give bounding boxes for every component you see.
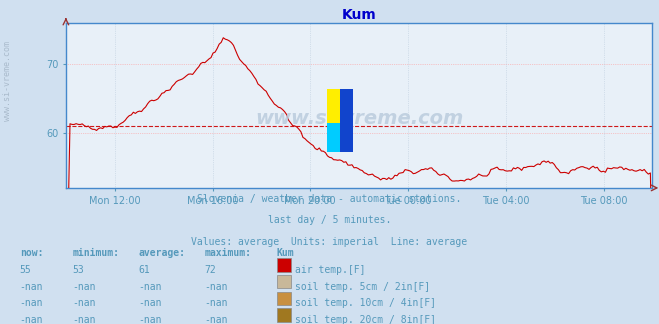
Text: air temp.[F]: air temp.[F] bbox=[295, 265, 365, 275]
Text: Slovenia / weather data - automatic stations.: Slovenia / weather data - automatic stat… bbox=[197, 194, 462, 204]
Text: soil temp. 20cm / 8in[F]: soil temp. 20cm / 8in[F] bbox=[295, 315, 436, 324]
Text: -nan: -nan bbox=[138, 282, 162, 292]
Text: now:: now: bbox=[20, 248, 43, 258]
Text: -nan: -nan bbox=[20, 315, 43, 324]
Text: -nan: -nan bbox=[138, 298, 162, 308]
Text: maximum:: maximum: bbox=[204, 248, 251, 258]
Text: -nan: -nan bbox=[138, 315, 162, 324]
Text: -nan: -nan bbox=[204, 282, 228, 292]
Text: -nan: -nan bbox=[20, 298, 43, 308]
Text: minimum:: minimum: bbox=[72, 248, 119, 258]
Bar bbox=[327, 123, 340, 152]
Text: 55: 55 bbox=[20, 265, 32, 275]
Text: 61: 61 bbox=[138, 265, 150, 275]
Text: soil temp. 10cm / 4in[F]: soil temp. 10cm / 4in[F] bbox=[295, 298, 436, 308]
Text: soil temp. 5cm / 2in[F]: soil temp. 5cm / 2in[F] bbox=[295, 282, 430, 292]
Text: -nan: -nan bbox=[204, 315, 228, 324]
Title: Kum: Kum bbox=[342, 7, 376, 21]
Text: Kum: Kum bbox=[277, 248, 295, 258]
Bar bbox=[340, 89, 353, 152]
Text: last day / 5 minutes.: last day / 5 minutes. bbox=[268, 215, 391, 226]
Text: average:: average: bbox=[138, 248, 185, 258]
Text: Values: average  Units: imperial  Line: average: Values: average Units: imperial Line: av… bbox=[191, 237, 468, 247]
Text: www.si-vreme.com: www.si-vreme.com bbox=[255, 109, 463, 128]
Text: 72: 72 bbox=[204, 265, 216, 275]
Text: 53: 53 bbox=[72, 265, 84, 275]
Text: www.si-vreme.com: www.si-vreme.com bbox=[3, 41, 13, 121]
Text: -nan: -nan bbox=[72, 298, 96, 308]
Text: -nan: -nan bbox=[20, 282, 43, 292]
Text: -nan: -nan bbox=[72, 282, 96, 292]
Text: -nan: -nan bbox=[72, 315, 96, 324]
Bar bbox=[327, 89, 340, 152]
Text: -nan: -nan bbox=[204, 298, 228, 308]
